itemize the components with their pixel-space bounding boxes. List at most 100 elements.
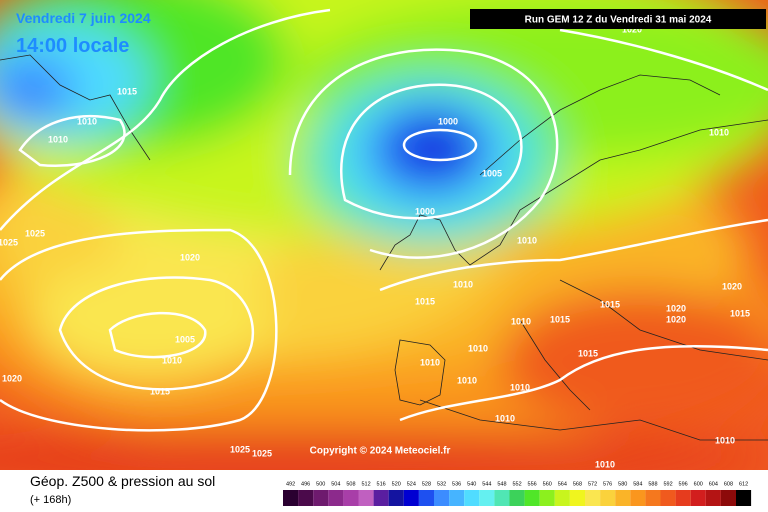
isobar-label: 1015: [415, 296, 435, 306]
legend-label: 520: [392, 481, 401, 487]
legend-swatch: [449, 490, 465, 506]
legend-swatch: [464, 490, 480, 506]
run-info: Run GEM 12 Z du Vendredi 31 mai 2024: [525, 15, 712, 26]
legend-swatch: [403, 490, 419, 506]
legend-swatch: [343, 490, 359, 506]
color-legend: 492 496 500 504 508 512 516 520 524 528 532 536 540 5…: [283, 481, 752, 506]
copyright: Copyright © 2024 Meteociel.fr: [310, 446, 451, 457]
legend-label: 576: [603, 481, 612, 487]
legend-label: 596: [679, 481, 688, 487]
legend-swatch: [328, 490, 344, 506]
legend-label: 504: [331, 481, 340, 487]
legend-label: 516: [377, 481, 386, 487]
run-box: [470, 9, 766, 29]
legend-swatch: [554, 490, 570, 506]
legend-label: 560: [543, 481, 552, 487]
isobar-label: 1020: [622, 24, 642, 34]
isobar-label: 1005: [175, 334, 195, 344]
legend-label: 524: [407, 481, 416, 487]
legend-swatch: [705, 490, 721, 506]
legend-swatch: [600, 490, 616, 506]
legend-label: 588: [648, 481, 657, 487]
legend-swatch: [358, 490, 374, 506]
legend-swatch: [690, 490, 706, 506]
isobar-label: 1010: [495, 413, 515, 423]
isobar-label: 1010: [510, 382, 530, 392]
legend-swatch: [373, 490, 389, 506]
isobar-label: 1025: [252, 448, 272, 458]
legend-label: 584: [633, 481, 642, 487]
isobar-label: 1010: [468, 343, 488, 353]
legend-label: 540: [467, 481, 476, 487]
isobar-label: 1010: [511, 316, 531, 326]
isobar-label: 1010: [709, 127, 729, 137]
legend-swatch: [509, 490, 525, 506]
local-time: 14:00 locale: [16, 35, 129, 57]
isobar-label: 1020: [722, 281, 742, 291]
legend-label: 496: [301, 481, 310, 487]
isobar-label: 1020: [2, 373, 22, 383]
legend-label: 512: [361, 481, 370, 487]
isobar-label: 1025: [230, 444, 250, 454]
legend-label: 528: [422, 481, 431, 487]
isobar-label: 1000: [438, 116, 458, 126]
isobar-label: 1025: [25, 228, 45, 238]
legend-label: 564: [558, 481, 567, 487]
legend-label: 508: [346, 481, 355, 487]
legend-label: 568: [573, 481, 582, 487]
legend-swatch: [524, 490, 540, 506]
legend-swatch: [298, 490, 314, 506]
isobar-label: 1020: [180, 252, 200, 262]
legend-swatch: [585, 490, 601, 506]
isobar-label: 1010: [453, 279, 473, 289]
legend-swatch: [313, 490, 329, 506]
footer-title: Géop. Z500 & pression au sol: [30, 473, 215, 489]
isobars: [0, 8, 768, 432]
legend-swatch: [283, 490, 299, 506]
isobar-label: 1010: [48, 134, 68, 144]
legend-swatch: [645, 490, 661, 506]
legend-label: 604: [709, 481, 718, 487]
valid-date: Vendredi 7 juin 2024: [16, 10, 151, 26]
isobar-label: 1020: [666, 303, 686, 313]
isobar-label: 1015: [550, 314, 570, 324]
legend-label: 612: [739, 481, 748, 487]
legend-swatch: [479, 490, 495, 506]
isobar-label: 1010: [595, 459, 615, 469]
isobar-labels: 1015101010101025102510201005101010151020…: [0, 24, 750, 469]
legend-label: 608: [724, 481, 733, 487]
legend-label: 532: [437, 481, 446, 487]
legend-swatch: [720, 490, 736, 506]
isobar-label: 1000: [415, 206, 435, 216]
legend-swatch: [615, 490, 631, 506]
isobar-label: 1020: [666, 314, 686, 324]
isobar-label: 1015: [730, 308, 750, 318]
isobar-label: 1025: [0, 237, 18, 247]
legend-label: 592: [663, 481, 672, 487]
isobar-label: 1010: [517, 235, 537, 245]
legend-label: 492: [286, 481, 295, 487]
legend-swatch: [539, 490, 555, 506]
legend-swatch: [494, 490, 510, 506]
legend-swatch: [630, 490, 646, 506]
legend-label: 600: [694, 481, 703, 487]
legend-label: 572: [588, 481, 597, 487]
height-field: 1015101010101025102510201005101010151020…: [0, 0, 768, 470]
legend-swatch: [675, 490, 691, 506]
isobar-label: 1015: [578, 348, 598, 358]
legend-swatch: [434, 490, 450, 506]
legend-swatch: [569, 490, 585, 506]
isobar-label: 1015: [117, 86, 137, 96]
legend-label: 580: [618, 481, 627, 487]
isobar-label: 1010: [420, 357, 440, 367]
legend-label: 544: [482, 481, 491, 487]
legend-label: 500: [316, 481, 325, 487]
isobar-label: 1010: [77, 116, 97, 126]
isobar-label: 1005: [482, 168, 502, 178]
legend-label: 552: [512, 481, 521, 487]
legend-swatch: [418, 490, 434, 506]
legend-swatch: [660, 490, 676, 506]
legend-label: 556: [528, 481, 537, 487]
isobar-label: 1010: [162, 355, 182, 365]
